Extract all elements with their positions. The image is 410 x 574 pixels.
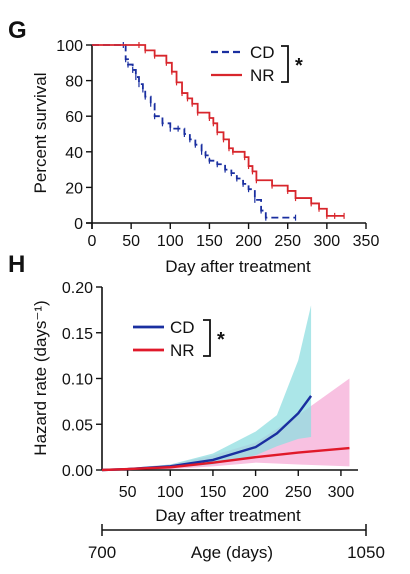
h-x-tick-label: 150 (200, 484, 227, 501)
h-y-tick-label: 0.10 (62, 372, 93, 389)
g-y-tick-label: 60 (65, 109, 83, 126)
h-y-tick-label: 0.00 (62, 463, 93, 480)
h-x-axis-label: Day after treatment (155, 506, 301, 525)
g-legend-label-cd: CD (250, 43, 275, 62)
h-y-tick-label: 0.15 (62, 326, 93, 343)
h-confidence-bands (102, 305, 350, 470)
h-secondary-axis: 700 1050 Age (days) (88, 524, 385, 562)
g-axes: 0 20 40 60 80 100 0 50 100 150 200 250 300 350 (56, 38, 379, 250)
age-axis-tick-label-end: 1050 (347, 543, 385, 562)
panel-g: G Percent survival Day after treatment 0… (8, 17, 379, 276)
h-series-nr (101, 446, 350, 472)
g-y-tick-label: 40 (65, 145, 83, 162)
h-legend-label-nr: NR (170, 341, 195, 360)
g-x-tick-label: 50 (122, 233, 140, 250)
g-y-tick-label: 80 (65, 74, 83, 91)
h-y-axis-label: Hazard rate (days⁻¹) (31, 300, 50, 455)
g-x-tick-label: 0 (88, 233, 97, 250)
age-axis-label: Age (days) (191, 543, 273, 562)
g-x-tick-label: 300 (314, 233, 341, 250)
g-x-tick-label: 150 (196, 233, 223, 250)
age-axis-tick-label-start: 700 (88, 543, 116, 562)
h-x-tick-label: 200 (242, 484, 269, 501)
h-x-tick-label: 250 (285, 484, 312, 501)
g-x-tick-label: 200 (235, 233, 262, 250)
g-legend: CD NR * (211, 43, 303, 85)
h-x-tick-label: 100 (157, 484, 184, 501)
g-legend-label-nr: NR (250, 66, 275, 85)
g-significance-bracket (281, 45, 289, 83)
g-y-tick-label: 100 (56, 38, 83, 55)
h-axes: 0.00 0.05 0.10 0.15 0.20 50 100 150 200 250 300 (62, 280, 358, 501)
g-y-tick-label: 20 (65, 180, 83, 197)
g-x-axis-label: Day after treatment (165, 257, 311, 276)
h-significance-star: * (217, 329, 225, 351)
g-series-nr (92, 44, 345, 217)
h-x-tick-label: 50 (119, 484, 137, 501)
g-y-tick-label: 0 (74, 216, 83, 233)
panel-h-letter: H (8, 251, 25, 278)
h-legend-label-cd: CD (170, 318, 195, 337)
g-x-tick-label: 100 (157, 233, 184, 250)
h-band-nr (102, 378, 350, 470)
g-y-axis-label: Percent survival (31, 73, 50, 194)
h-y-tick-label: 0.05 (62, 417, 93, 434)
panel-h: H Hazard rate (days⁻¹) Day after treatme… (8, 251, 385, 562)
h-series-group (101, 395, 350, 472)
h-significance-bracket (203, 319, 211, 357)
g-series-group (92, 42, 345, 221)
h-y-tick-label: 0.20 (62, 280, 93, 297)
g-x-tick-label: 350 (353, 233, 380, 250)
h-legend: CD NR * (133, 318, 225, 360)
g-significance-star: * (295, 55, 303, 77)
g-x-tick-label: 250 (274, 233, 301, 250)
panel-g-letter: G (8, 17, 27, 44)
h-x-tick-label: 300 (328, 484, 355, 501)
